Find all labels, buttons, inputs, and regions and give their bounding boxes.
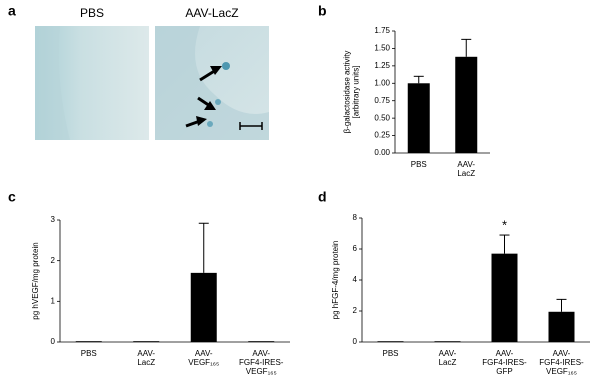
y-tick-label: 2	[51, 256, 56, 265]
y-axis-label: pg hVEGF/mg protein	[31, 242, 40, 319]
y-tick-label: 3	[51, 215, 56, 224]
x-tick-label: PBS	[382, 349, 398, 358]
micrograph	[155, 26, 269, 140]
y-tick-label: 1.00	[374, 78, 390, 87]
y-tick-label: 1.25	[374, 61, 390, 70]
micrograph	[35, 26, 149, 140]
x-tick-label: AAV-LacZ	[137, 349, 155, 367]
x-tick-label: AAV-LacZ	[439, 349, 457, 367]
y-tick-label: 0	[51, 337, 56, 346]
y-tick-label: 0	[353, 337, 358, 346]
bar	[455, 56, 478, 154]
bar	[377, 341, 404, 342]
panel-label: b	[318, 3, 327, 19]
panel-label: d	[318, 189, 327, 205]
bar	[434, 341, 461, 342]
bar	[491, 253, 518, 342]
bar	[407, 83, 430, 153]
y-tick-label: 2	[353, 306, 358, 315]
x-tick-label: AAV-LacZ	[457, 160, 475, 178]
y-tick-label: 1.75	[374, 26, 390, 35]
bar	[133, 341, 160, 342]
bar	[548, 311, 575, 342]
bar	[75, 341, 102, 342]
y-tick-label: 1	[51, 296, 56, 305]
bar	[190, 272, 217, 342]
x-tick-label: AAV-FGF4-IRES-VEGF₁₆₅	[239, 349, 284, 376]
x-tick-label: AAV-FGF4-IRES-VEGF₁₆₅	[539, 349, 584, 376]
image-title: PBS	[80, 6, 104, 20]
image-title: AAV-LacZ	[185, 6, 238, 20]
x-tick-label: PBS	[81, 349, 97, 358]
y-tick-label: 0.75	[374, 96, 390, 105]
x-tick-label: AAV-VEGF₁₆₅	[188, 349, 219, 367]
y-tick-label: 4	[353, 275, 358, 284]
y-tick-label: 6	[353, 244, 358, 253]
y-tick-label: 1.50	[374, 44, 390, 53]
y-tick-label: 0.00	[374, 148, 390, 157]
y-axis-label: β-galactosidase activity[arbitrary units…	[343, 51, 361, 134]
panel-label: c	[8, 189, 16, 205]
panel-label: a	[8, 3, 16, 19]
annotation: *	[502, 217, 507, 232]
x-tick-label: PBS	[411, 160, 427, 169]
y-tick-label: 0.25	[374, 131, 390, 140]
x-tick-label: AAV-FGF4-IRES-GFP	[482, 349, 527, 376]
y-tick-label: 0.50	[374, 113, 390, 122]
bar	[248, 341, 275, 342]
y-tick-label: 8	[353, 213, 358, 222]
y-axis-label: pg hFGF-4/mg protein	[331, 241, 340, 320]
